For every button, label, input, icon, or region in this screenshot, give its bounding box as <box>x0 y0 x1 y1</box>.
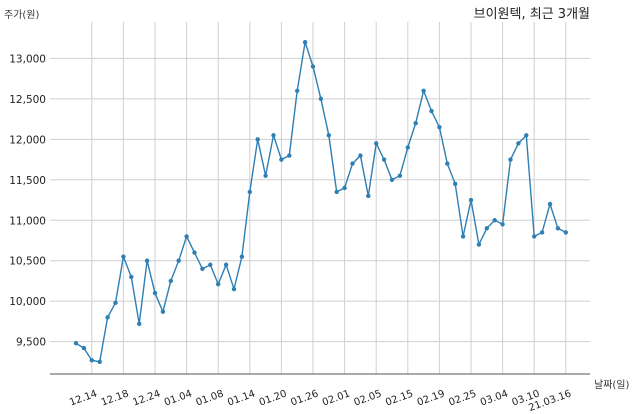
data-point <box>121 254 126 259</box>
x-tick-label: 02.05 <box>353 388 384 408</box>
y-tick-label: 13,000 <box>9 53 46 65</box>
y-tick-label: 10,000 <box>9 296 46 308</box>
data-point <box>366 193 371 199</box>
data-point <box>476 242 482 247</box>
data-point <box>271 133 276 138</box>
y-tick-labels: 9,500 10,000 10,500 11,000 11,500 12,000 12,50… <box>9 53 46 348</box>
x-tick-label: 03.04 <box>479 388 510 408</box>
data-point <box>421 88 426 93</box>
data-point <box>152 290 158 296</box>
data-point <box>397 173 403 178</box>
data-point <box>97 359 102 365</box>
data-point <box>255 137 260 142</box>
data-point <box>208 262 213 267</box>
data-point <box>176 258 181 263</box>
data-point <box>287 153 292 158</box>
grid <box>50 22 590 374</box>
x-tick-label: 02.15 <box>384 388 415 408</box>
data-point <box>73 341 79 346</box>
price-series <box>73 40 568 365</box>
data-point <box>500 222 505 227</box>
x-tick-label: 02.01 <box>321 388 352 408</box>
data-point <box>310 64 316 69</box>
data-point <box>223 262 229 267</box>
data-point <box>350 161 355 166</box>
y-tick-label: 11,500 <box>9 175 46 187</box>
x-tick-label: 01.26 <box>289 388 320 408</box>
data-point <box>113 300 118 305</box>
data-point <box>184 234 189 239</box>
data-point <box>413 120 418 126</box>
data-point <box>539 230 545 235</box>
x-tick-labels: 12.14 12.18 12.24 01.04 01.08 01.14 01.20 01.26… <box>68 388 573 414</box>
x-tick-label: 12.24 <box>131 388 162 408</box>
data-point <box>263 173 268 178</box>
data-point <box>200 266 205 272</box>
data-point <box>468 197 474 203</box>
data-point <box>216 281 221 287</box>
data-point <box>192 250 197 255</box>
data-point <box>492 218 497 223</box>
y-tick-label: 11,000 <box>9 215 46 227</box>
data-point <box>231 286 237 292</box>
data-point <box>326 133 331 138</box>
data-point <box>508 157 513 162</box>
x-tick-label: 12.18 <box>100 388 131 408</box>
data-point <box>358 153 363 158</box>
data-point <box>168 278 173 284</box>
data-point <box>460 234 466 239</box>
data-point <box>429 108 434 114</box>
y-axis-label: 주가(원) <box>4 9 40 21</box>
x-tick-label: 02.25 <box>447 388 478 408</box>
data-point <box>239 254 245 259</box>
y-tick-label: 10,500 <box>9 256 46 268</box>
data-point <box>295 88 300 93</box>
data-point <box>318 96 324 102</box>
data-point <box>144 258 150 263</box>
data-point <box>129 274 134 280</box>
chart-title: 브이원텍, 최근 3개월 <box>474 7 590 22</box>
data-point <box>405 145 410 150</box>
data-point <box>389 177 395 182</box>
data-point <box>437 124 442 130</box>
x-axis-label: 날짜(일) <box>594 379 630 391</box>
data-point <box>279 157 284 162</box>
x-tick-label: 01.14 <box>226 388 257 408</box>
x-tick-label: 01.08 <box>195 388 226 408</box>
data-point <box>302 40 308 45</box>
data-point <box>453 181 458 187</box>
data-point <box>516 141 521 146</box>
data-point <box>532 234 537 239</box>
data-point <box>547 201 553 207</box>
data-point <box>555 226 561 231</box>
data-point <box>89 358 95 363</box>
y-tick-label: 9,500 <box>16 337 46 349</box>
data-point <box>105 315 110 320</box>
data-point <box>247 189 252 195</box>
data-point <box>484 226 489 231</box>
data-point <box>524 133 529 138</box>
y-tick-label: 12,500 <box>9 94 46 106</box>
x-tick-label: 01.20 <box>258 388 289 408</box>
x-tick-label: 02.19 <box>416 388 447 408</box>
data-point <box>137 321 142 327</box>
data-point <box>374 141 379 146</box>
data-point <box>381 157 387 162</box>
data-point <box>563 230 568 235</box>
y-tick-label: 12,000 <box>9 134 46 146</box>
data-point <box>81 345 87 351</box>
data-point <box>342 185 347 191</box>
price-line <box>75 41 567 363</box>
x-tick-label: 12.14 <box>68 388 99 408</box>
x-tick-label: 01.04 <box>163 388 194 408</box>
data-point <box>334 189 339 195</box>
data-point <box>445 161 450 166</box>
data-point <box>160 309 166 314</box>
